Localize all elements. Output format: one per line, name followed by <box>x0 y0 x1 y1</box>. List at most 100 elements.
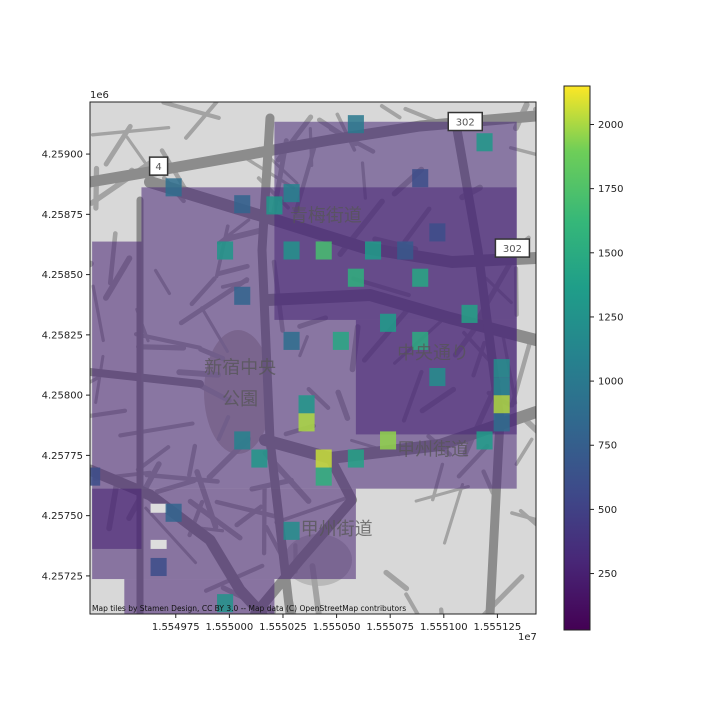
heat-cell <box>493 395 510 414</box>
minor-road <box>533 106 536 113</box>
heat-cell <box>298 413 315 432</box>
colorbar-tick-label: 500 <box>598 505 617 516</box>
x-axis: 1.554975 1.555000 1.555025 1.555050 1.555075… <box>152 614 521 633</box>
heat-cell <box>90 467 101 486</box>
heat-cell <box>429 368 446 387</box>
x-tick-label: 1.554975 <box>152 622 200 633</box>
colorbar-tick-label: 250 <box>598 569 617 580</box>
heat-cell <box>380 431 397 450</box>
heat-cell <box>347 268 364 287</box>
y-offset-label: 1e6 <box>90 90 109 101</box>
colorbar: 250 500 750 1000 1250 1500 1750 2000 <box>563 85 623 631</box>
heat-cell <box>283 184 300 203</box>
heat-cell <box>332 331 349 350</box>
heat-cell <box>493 359 510 378</box>
heat-cell <box>165 503 182 522</box>
heat-cell <box>217 241 234 260</box>
heat-cell <box>150 557 167 577</box>
x-tick-label: 1.555100 <box>420 622 468 633</box>
heat-cell <box>347 449 364 468</box>
route-shield-label: 302 <box>503 244 522 255</box>
minor-road <box>514 437 534 466</box>
map-place-label: 中央通り <box>397 343 469 364</box>
map-place-label: 甲州街道 <box>301 519 373 540</box>
heat-cell <box>315 241 332 260</box>
heat-region <box>92 241 142 549</box>
heat-cell <box>217 594 234 613</box>
heat-cell <box>298 395 315 414</box>
colorbar-tick-label: 1250 <box>598 312 623 323</box>
y-tick-label: 4.25750 <box>42 511 83 522</box>
minor-road <box>404 592 420 614</box>
heat-cell <box>412 331 429 350</box>
minor-road <box>442 482 465 545</box>
route-shield <box>148 156 169 176</box>
heat-cell <box>283 521 300 540</box>
minor-road <box>90 125 171 137</box>
heat-cell <box>266 196 283 215</box>
heat-cell <box>234 431 251 450</box>
empty-cell <box>150 539 167 549</box>
map-place-label: 新宿中央 <box>204 357 276 378</box>
colorbar-tick-label: 1000 <box>598 377 623 388</box>
heat-cell <box>493 413 510 432</box>
x-tick-label: 1.555125 <box>474 622 522 633</box>
map-place-label: 甲州街道 <box>397 439 469 460</box>
heat-cell <box>412 268 429 287</box>
axes-frame <box>89 101 537 615</box>
heat-cell <box>397 241 414 260</box>
heat-cell <box>461 304 478 323</box>
minor-road <box>125 135 147 165</box>
y-tick-label: 4.25900 <box>42 150 83 161</box>
route-shield <box>447 111 483 132</box>
heat-cell <box>234 195 251 214</box>
colorbar-ticks: 250 500 750 1000 1250 1500 1750 2000 <box>590 120 623 580</box>
minor-road <box>523 417 536 434</box>
colorbar-tick-label: 750 <box>598 441 617 452</box>
y-tick-label: 4.25850 <box>42 270 83 281</box>
heat-cell <box>493 377 510 396</box>
heat-cell <box>429 223 446 242</box>
x-tick-label: 1.555025 <box>259 622 307 633</box>
heat-cell <box>412 169 429 188</box>
map-attribution: Map tiles by Stamen Design, CC BY 3.0 --… <box>92 604 406 613</box>
heat-cell <box>476 133 493 152</box>
y-tick-label: 4.25875 <box>42 210 83 221</box>
heat-cell <box>283 331 300 350</box>
minor-road <box>161 102 221 120</box>
heat-cell <box>347 115 364 134</box>
heat-layer <box>90 115 517 614</box>
minor-road <box>379 104 402 120</box>
route-shield-label: 302 <box>456 118 475 129</box>
heat-cell <box>364 241 382 260</box>
x-offset-label: 1e7 <box>518 632 537 643</box>
minor-road <box>103 123 133 167</box>
map-place-label: 公園 <box>222 389 258 410</box>
route-shield <box>494 238 531 258</box>
minor-road <box>383 569 410 592</box>
minor-road <box>510 511 536 522</box>
heat-cell <box>283 241 300 260</box>
minor-road <box>508 146 536 157</box>
minor-road <box>184 102 219 140</box>
heat-cell <box>315 467 332 486</box>
x-tick-label: 1.555075 <box>366 622 414 633</box>
empty-cell <box>150 503 167 513</box>
heat-cell <box>251 449 268 468</box>
x-tick-label: 1.555000 <box>206 622 254 633</box>
heat-cell <box>476 431 493 450</box>
heat-cell <box>315 449 332 468</box>
colorbar-gradient <box>563 85 591 631</box>
minor-road <box>518 508 536 527</box>
heat-cell <box>234 286 251 305</box>
map-place-label: 青梅街道 <box>290 206 362 227</box>
heat-cell <box>165 178 182 197</box>
y-axis: 4.25725 4.25750 4.25775 4.25800 4.25825 4.258… <box>42 150 90 582</box>
heat-region <box>124 579 275 614</box>
y-tick-label: 4.25725 <box>42 571 83 582</box>
minor-road <box>481 574 525 614</box>
x-tick-label: 1.555050 <box>313 622 361 633</box>
y-tick-label: 4.25800 <box>42 391 83 402</box>
colorbar-tick-label: 1500 <box>598 248 623 259</box>
